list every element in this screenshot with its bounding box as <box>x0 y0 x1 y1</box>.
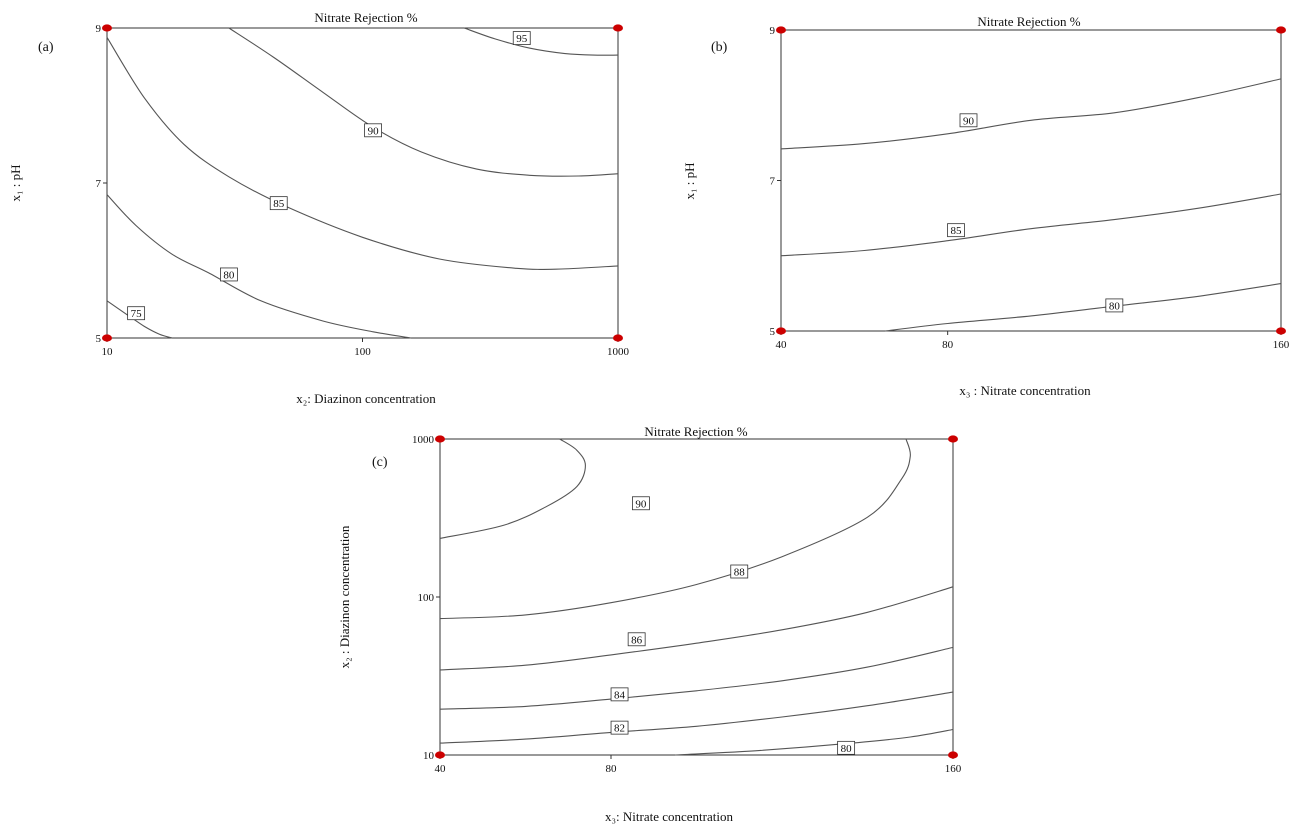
design-point-marker <box>948 751 958 759</box>
y-tick-label: 7 <box>96 178 102 190</box>
panel-a: (a) Nitrate Rejection % x₂: Diazinon con… <box>8 10 630 406</box>
panel-c: (c) Nitrate Rejection % x₃: Nitrate conc… <box>337 424 962 824</box>
contour-label-box <box>627 632 646 647</box>
contour-label-box <box>730 564 749 579</box>
y-tick-label: 9 <box>96 23 102 35</box>
contour-label-box <box>220 267 238 282</box>
panel-c-title: Nitrate Rejection % <box>644 424 747 439</box>
y-tick-label: 7 <box>770 176 776 188</box>
x-tick-label: 10 <box>102 346 114 358</box>
contour-line-95 <box>464 27 619 56</box>
contour-line-90 <box>780 78 1282 150</box>
x-tick-label: 1000 <box>607 346 630 358</box>
contour-label-box <box>632 496 650 511</box>
panel-c-label: (c) <box>372 455 388 470</box>
x-tick-label: 40 <box>435 763 447 775</box>
plot-frame <box>439 438 954 756</box>
panel-c-x-axis-label: x₃: Nitrate concentration <box>605 809 733 824</box>
x-tick-label: 100 <box>354 346 371 358</box>
contour-line-85 <box>780 193 1282 257</box>
contour-line-82 <box>439 691 954 744</box>
panel-c-y-axis-label: x₂ : Diazinon concentration <box>337 525 352 668</box>
contour-label-95: 95 <box>516 33 528 45</box>
x-tick-label: 80 <box>942 339 954 351</box>
design-point-marker <box>102 334 112 342</box>
contour-label-80: 80 <box>841 743 853 755</box>
contour-line-88 <box>439 438 911 620</box>
contour-line-90 <box>439 438 586 539</box>
design-point-marker <box>1276 26 1286 34</box>
design-point-marker <box>948 435 958 443</box>
y-tick-label: 10 <box>423 750 435 762</box>
panel-a-x-axis-label: x₂: Diazinon concentration <box>296 391 436 406</box>
design-point-marker <box>435 751 445 759</box>
panel-b-label: (b) <box>711 40 728 55</box>
x-tick-label: 40 <box>776 339 788 351</box>
contour-line-80 <box>885 283 1282 332</box>
contour-label-90: 90 <box>368 125 380 137</box>
contour-label-box <box>947 223 965 238</box>
contour-line-90 <box>228 27 619 177</box>
contour-label-88: 88 <box>734 567 746 579</box>
contour-label-box <box>837 740 856 755</box>
contour-line-86 <box>439 586 954 671</box>
contour-label-box <box>364 123 382 138</box>
contour-label-82: 82 <box>614 723 625 735</box>
plot-frame <box>780 29 1282 332</box>
panel-b-x-axis-label: x₃ : Nitrate concentration <box>959 383 1091 398</box>
x-tick-label: 160 <box>1273 339 1289 351</box>
plot-frame <box>106 27 619 339</box>
contour-line-80 <box>106 194 412 339</box>
panel-a-label: (a) <box>38 40 54 55</box>
x-tick-label: 80 <box>606 763 618 775</box>
design-point-marker <box>613 24 623 32</box>
contour-line-80 <box>675 728 954 756</box>
contour-label-box <box>269 196 288 211</box>
contour-label-80: 80 <box>223 269 235 281</box>
design-point-marker <box>102 24 112 32</box>
contour-label-box <box>127 306 146 321</box>
contour-label-90: 90 <box>635 498 647 510</box>
design-point-marker <box>776 327 786 335</box>
y-tick-label: 5 <box>96 333 102 345</box>
design-point-marker <box>1276 327 1286 335</box>
panel-b-title: Nitrate Rejection % <box>977 14 1080 29</box>
contour-line-85 <box>106 37 619 270</box>
panel-a-y-axis-label: x₁ : pH <box>8 164 23 201</box>
contour-label-box <box>512 31 531 45</box>
x-tick-label: 160 <box>945 763 962 775</box>
y-tick-label: 1000 <box>412 434 435 446</box>
contour-label-box <box>959 113 978 128</box>
contour-label-box <box>1105 298 1124 313</box>
contour-label-86: 86 <box>631 634 643 646</box>
design-point-marker <box>435 435 445 443</box>
contour-label-90: 90 <box>963 115 975 127</box>
panel-b-y-axis-label: x₁ : pH <box>682 162 697 199</box>
y-tick-label: 5 <box>770 326 776 338</box>
contour-label-84: 84 <box>614 689 626 701</box>
contour-label-80: 80 <box>1109 300 1121 312</box>
contour-label-box <box>610 687 629 702</box>
contour-label-85: 85 <box>273 198 285 210</box>
contour-label-75: 75 <box>131 308 143 320</box>
contour-label-box <box>610 720 629 735</box>
design-point-marker <box>613 334 623 342</box>
y-tick-label: 9 <box>770 25 776 37</box>
contour-label-85: 85 <box>951 225 963 237</box>
y-tick-label: 100 <box>418 592 435 604</box>
panel-a-title: Nitrate Rejection % <box>314 10 417 25</box>
contour-line-75 <box>106 300 173 339</box>
contour-line-84 <box>439 646 954 710</box>
design-point-marker <box>776 26 786 34</box>
panel-b: (b) Nitrate Rejection % x₃ : Nitrate con… <box>682 14 1289 398</box>
